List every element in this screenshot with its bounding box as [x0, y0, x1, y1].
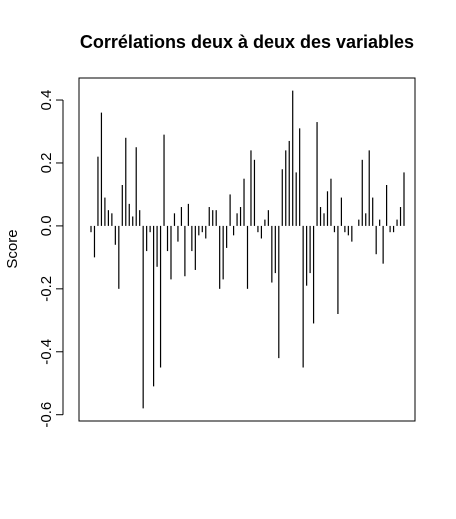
y-axis-label: Score: [4, 229, 21, 268]
y-tick-label: -0.4: [38, 339, 55, 365]
y-tick-label: -0.2: [38, 276, 55, 302]
y-tick-label: 0.0: [38, 215, 55, 236]
y-tick-label: 0.4: [38, 90, 55, 111]
y-axis: -0.6 -0.4 -0.2 0.0 0.2 0.4: [38, 90, 64, 428]
y-tick-label: 0.2: [38, 153, 55, 174]
bars: [90, 90, 405, 409]
chart-title: Corrélations deux à deux des variables: [80, 32, 414, 52]
plot-frame: [78, 77, 416, 422]
y-tick-label: -0.6: [38, 402, 55, 428]
